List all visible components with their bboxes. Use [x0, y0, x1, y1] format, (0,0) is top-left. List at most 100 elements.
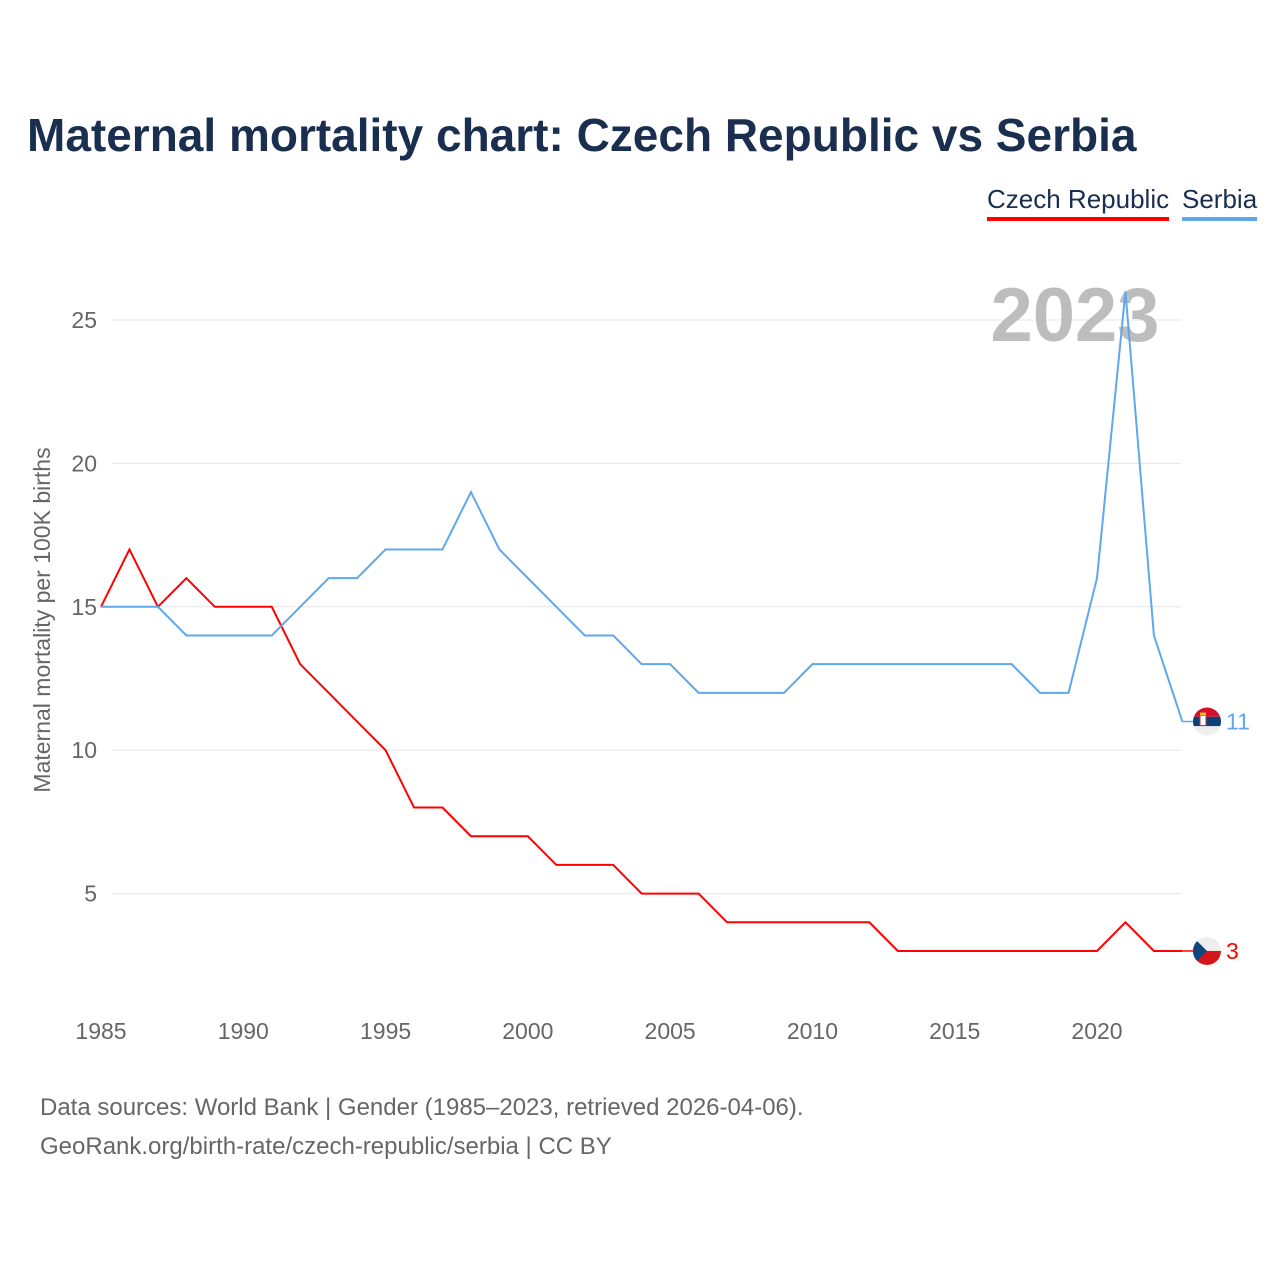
data-point[interactable]	[838, 919, 844, 925]
data-point[interactable]	[240, 632, 246, 638]
x-tick-label: 2005	[645, 1018, 696, 1044]
data-point[interactable]	[1122, 919, 1128, 925]
data-point[interactable]	[923, 661, 929, 667]
data-point[interactable]	[468, 489, 474, 495]
data-point[interactable]	[866, 661, 872, 667]
data-point[interactable]	[1009, 661, 1015, 667]
data-point[interactable]	[1094, 575, 1100, 581]
data-point[interactable]	[866, 919, 872, 925]
series-line-serbia[interactable]	[101, 291, 1184, 722]
year-watermark: 2023	[990, 273, 1159, 358]
data-point[interactable]	[439, 546, 445, 552]
source-line-1: Data sources: World Bank | Gender (1985–…	[40, 1094, 804, 1121]
data-point[interactable]	[525, 575, 531, 581]
y-tick-label: 5	[84, 881, 97, 907]
legend-czech-republic[interactable]: Czech Republic	[987, 184, 1170, 221]
data-point[interactable]	[326, 575, 332, 581]
x-tick-label: 1995	[360, 1018, 411, 1044]
data-point[interactable]	[895, 661, 901, 667]
data-point[interactable]	[354, 575, 360, 581]
data-point[interactable]	[753, 690, 759, 696]
data-point[interactable]	[1151, 632, 1157, 638]
data-point[interactable]	[212, 632, 218, 638]
y-tick-label: 25	[71, 307, 97, 333]
source-note: Data sources: World Bank | Gender (1985–…	[40, 1088, 804, 1166]
data-point[interactable]	[553, 862, 559, 868]
x-tick-label: 2000	[502, 1018, 553, 1044]
data-point[interactable]	[952, 948, 958, 954]
data-point[interactable]	[212, 604, 218, 610]
data-point[interactable]	[126, 546, 132, 552]
data-point[interactable]	[724, 919, 730, 925]
data-point[interactable]	[240, 604, 246, 610]
data-point[interactable]	[183, 632, 189, 638]
data-point[interactable]	[610, 632, 616, 638]
data-point[interactable]	[980, 948, 986, 954]
end-value-label: 3	[1226, 938, 1239, 964]
data-point[interactable]	[468, 833, 474, 839]
data-point[interactable]	[781, 690, 787, 696]
data-point[interactable]	[610, 862, 616, 868]
data-point[interactable]	[269, 604, 275, 610]
data-point[interactable]	[155, 604, 161, 610]
data-point[interactable]	[326, 690, 332, 696]
data-point[interactable]	[411, 805, 417, 811]
data-point[interactable]	[696, 891, 702, 897]
x-tick-label: 1990	[218, 1018, 269, 1044]
y-tick-label: 20	[71, 450, 97, 476]
data-point[interactable]	[724, 690, 730, 696]
source-line-2[interactable]: GeoRank.org/birth-rate/czech-republic/se…	[40, 1133, 612, 1160]
data-point[interactable]	[496, 833, 502, 839]
data-point[interactable]	[1037, 690, 1043, 696]
data-point[interactable]	[383, 747, 389, 753]
data-point[interactable]	[496, 546, 502, 552]
data-point[interactable]	[383, 546, 389, 552]
data-point[interactable]	[1122, 288, 1128, 294]
data-point[interactable]	[895, 948, 901, 954]
data-point[interactable]	[269, 632, 275, 638]
data-point[interactable]	[1037, 948, 1043, 954]
y-tick-label: 15	[71, 594, 97, 620]
data-point[interactable]	[297, 604, 303, 610]
data-point[interactable]	[809, 661, 815, 667]
data-point[interactable]	[354, 719, 360, 725]
data-point[interactable]	[98, 604, 104, 610]
x-tick-label: 2020	[1071, 1018, 1122, 1044]
chart-title: Maternal mortality chart: Czech Republic…	[27, 109, 1137, 161]
data-point[interactable]	[809, 919, 815, 925]
czech-flag-icon	[1193, 936, 1221, 965]
data-point[interactable]	[952, 661, 958, 667]
y-tick-label: 10	[71, 737, 97, 763]
data-point[interactable]	[1094, 948, 1100, 954]
data-point[interactable]	[923, 948, 929, 954]
data-point[interactable]	[553, 604, 559, 610]
data-point[interactable]	[639, 661, 645, 667]
data-point[interactable]	[439, 805, 445, 811]
x-tick-label: 1985	[75, 1018, 126, 1044]
data-point[interactable]	[781, 919, 787, 925]
data-point[interactable]	[696, 690, 702, 696]
data-point[interactable]	[1066, 948, 1072, 954]
serbia-flag-icon	[1193, 707, 1221, 736]
data-point[interactable]	[411, 546, 417, 552]
data-point[interactable]	[753, 919, 759, 925]
data-point[interactable]	[980, 661, 986, 667]
x-tick-label: 2010	[787, 1018, 838, 1044]
data-point[interactable]	[183, 575, 189, 581]
data-point[interactable]	[1151, 948, 1157, 954]
data-point[interactable]	[838, 661, 844, 667]
y-axis-label: Maternal mortality per 100K births	[29, 447, 55, 792]
data-point[interactable]	[582, 862, 588, 868]
data-point[interactable]	[639, 891, 645, 897]
data-point[interactable]	[582, 632, 588, 638]
end-value-label: 11	[1226, 709, 1250, 735]
data-point[interactable]	[297, 661, 303, 667]
data-point[interactable]	[667, 891, 673, 897]
data-point[interactable]	[667, 661, 673, 667]
data-point[interactable]	[525, 833, 531, 839]
data-point[interactable]	[1009, 948, 1015, 954]
legend-serbia[interactable]: Serbia	[1182, 184, 1258, 221]
data-point[interactable]	[126, 604, 132, 610]
data-point[interactable]	[1066, 690, 1072, 696]
